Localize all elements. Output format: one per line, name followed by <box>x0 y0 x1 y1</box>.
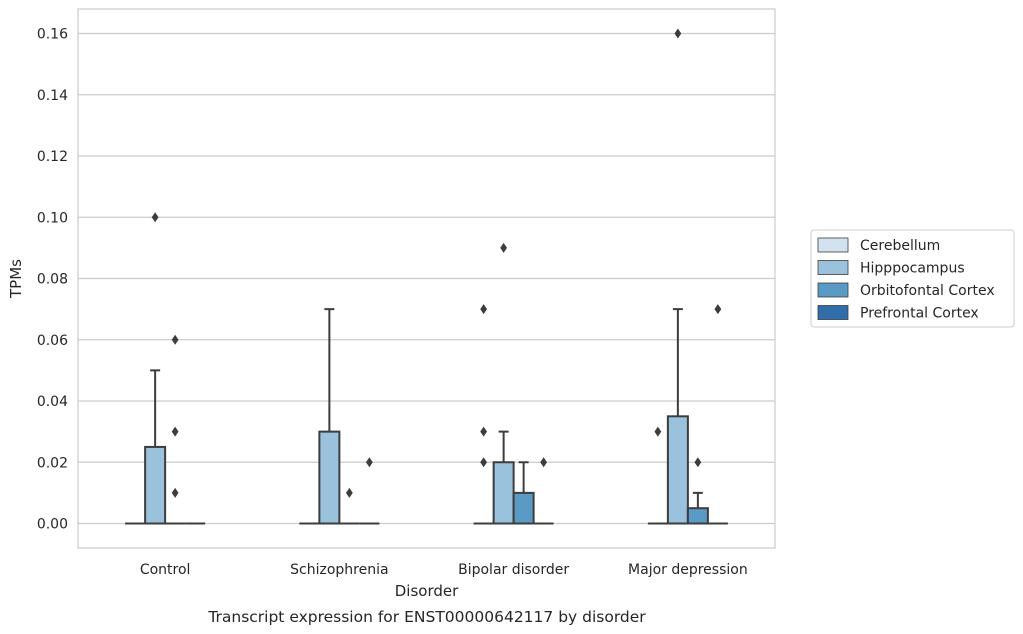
box <box>492 461 515 525</box>
outlier-point <box>540 457 548 468</box>
y-tick-labels: 0.00 0.02 0.04 0.06 0.08 0.10 0.12 0.14 0.16 <box>37 27 68 533</box>
outlier-point <box>365 457 373 468</box>
box-orbitofontal-cortex <box>165 334 186 525</box>
y-tick-label: 0.08 <box>37 272 68 288</box>
legend-swatch <box>817 237 849 253</box>
legend-item: Cerebellum <box>817 237 940 254</box>
outlier-point <box>654 426 662 437</box>
box <box>512 491 535 525</box>
outlier-point <box>694 457 702 468</box>
box <box>666 415 689 525</box>
box-prefrontal-cortex <box>707 304 728 525</box>
x-tick-labels: Control Schizophrenia Bipolar disorder Majo… <box>140 562 748 578</box>
box-orbitofontal-cortex <box>339 487 360 525</box>
box-hipppocampus <box>666 28 689 525</box>
x-axis-label: Disorder <box>395 582 459 600</box>
legend-label: Orbitofontal Cortex <box>860 283 995 299</box>
box-hipppocampus <box>492 242 515 525</box>
outlier-point <box>480 426 488 437</box>
outlier-point <box>151 212 159 223</box>
outlier-point <box>171 426 179 437</box>
box-orbitofontal-cortex <box>686 457 709 525</box>
axes-frame <box>77 8 776 549</box>
box-orbitofontal-cortex <box>512 461 535 525</box>
y-tick-label: 0.14 <box>37 88 68 104</box>
y-tick-label: 0.04 <box>37 394 68 410</box>
box <box>144 445 167 525</box>
legend-swatch <box>817 260 849 275</box>
y-tick-label: 0.00 <box>37 517 68 533</box>
legend-item: Prefrontal Cortex <box>817 305 979 322</box>
x-tick-label: Bipolar disorder <box>458 562 569 578</box>
y-tick-label: 0.16 <box>37 27 68 43</box>
y-axis-label: TPMs <box>7 259 25 299</box>
legend-item: Hipppocampus <box>817 260 965 277</box>
outlier-point <box>674 28 682 39</box>
box-cerebellum <box>473 304 494 525</box>
legend-swatch <box>817 305 849 320</box>
y-tick-label: 0.10 <box>37 210 68 226</box>
outlier-point <box>500 242 508 253</box>
box <box>318 430 341 525</box>
legend-item: Orbitofontal Cortex <box>817 282 995 299</box>
x-tick-label: Major depression <box>628 562 748 578</box>
gridlines <box>78 32 775 525</box>
legend-label: Hipppocampus <box>860 261 965 277</box>
legend-swatch <box>817 282 849 298</box>
box <box>686 507 709 525</box>
box-cerebellum <box>647 426 668 525</box>
outlier-point <box>714 304 722 315</box>
legend-label: Cerebellum <box>860 238 940 254</box>
legend-label: Prefrontal Cortex <box>860 306 979 322</box>
plot-area <box>125 28 728 525</box>
box-hipppocampus <box>318 308 341 525</box>
y-tick-label: 0.12 <box>37 149 68 165</box>
box-prefrontal-cortex <box>359 457 380 525</box>
chart-caption: Transcript expression for ENST0000064211… <box>207 608 646 626</box>
outlier-point <box>480 304 488 315</box>
outlier-point <box>171 334 179 345</box>
y-tick-label: 0.02 <box>37 455 68 471</box>
outlier-point <box>480 457 488 468</box>
y-tick-label: 0.06 <box>37 333 68 349</box>
outlier-point <box>171 487 179 498</box>
box-prefrontal-cortex <box>533 457 554 525</box>
legend-frame <box>810 229 1015 328</box>
x-tick-label: Schizophrenia <box>290 562 388 578</box>
legend: Cerebellum Hipppocampus Orbitofontal Corte… <box>810 229 1015 328</box>
outlier-point <box>345 487 353 498</box>
x-tick-label: Control <box>140 562 191 578</box>
box-hipppocampus <box>144 212 167 525</box>
